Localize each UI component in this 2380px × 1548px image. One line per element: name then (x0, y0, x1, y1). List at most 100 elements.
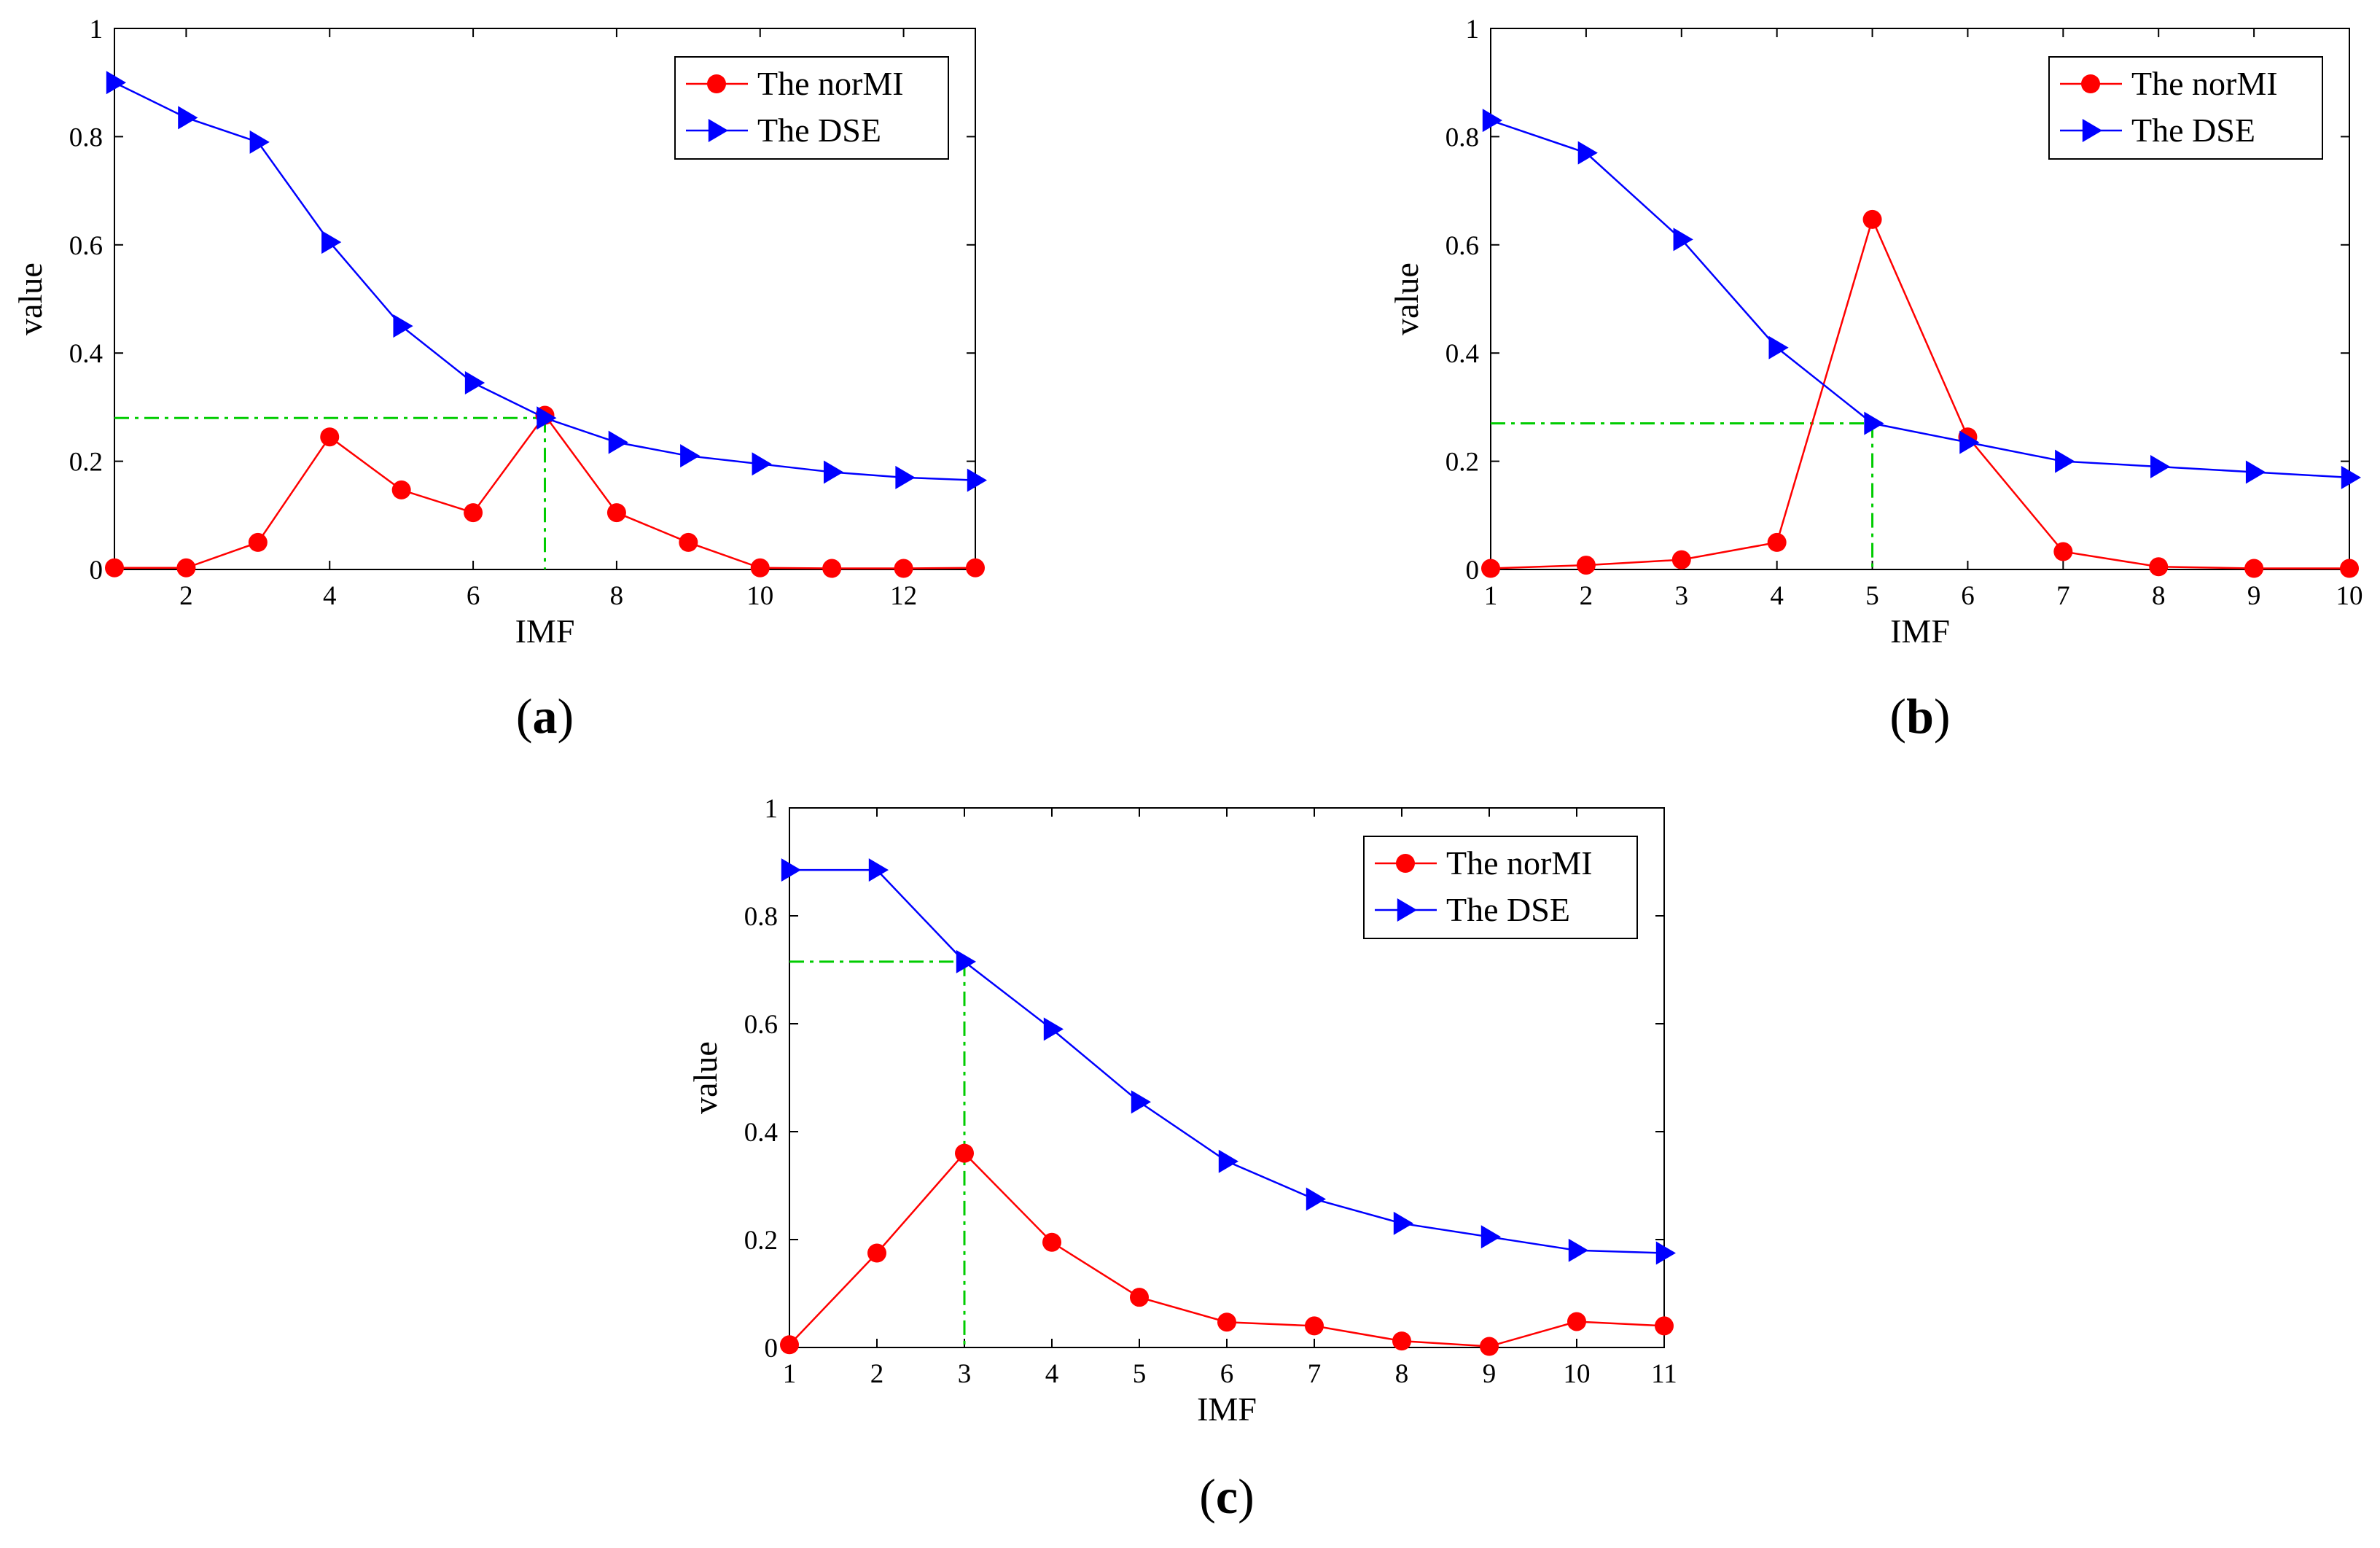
x-tick-label: 6 (1961, 581, 1975, 611)
x-tick-label: 2 (179, 581, 193, 611)
data-point (391, 480, 411, 499)
legend-entry: The norMI (2060, 65, 2278, 102)
x-tick-label: 3 (958, 1359, 972, 1389)
data-point (2150, 455, 2171, 479)
legend-box (1363, 836, 1638, 939)
legend-entry: The norMI (686, 65, 904, 102)
legend-entry: The DSE (2060, 112, 2255, 149)
panel-label-open-paren: ( (1199, 1469, 1216, 1524)
y-tick-label: 0 (765, 1334, 779, 1364)
data-point (823, 460, 844, 484)
y-tick-label: 0.2 (744, 1226, 778, 1256)
y-tick-label: 0.8 (1445, 122, 1479, 152)
y-tick-label: 0.4 (744, 1118, 778, 1148)
legend-marker (1396, 854, 1415, 873)
x-tick-label: 1 (1484, 581, 1498, 611)
x-tick-label: 5 (1865, 581, 1879, 611)
data-point (679, 532, 698, 552)
data-point (895, 465, 916, 489)
data-point (955, 1143, 974, 1163)
y-axis-title: value (687, 1041, 724, 1114)
y-axis-title: value (12, 262, 49, 335)
x-tick-label: 7 (1308, 1359, 1322, 1389)
data-point (105, 558, 124, 577)
legend: The norMI The DSE (674, 56, 949, 160)
data-point (2055, 449, 2075, 473)
data-point (248, 532, 268, 552)
data-point (1218, 1149, 1238, 1173)
legend-label: The DSE (757, 112, 881, 149)
data-point (537, 406, 557, 430)
data-point (894, 559, 913, 578)
y-tick-label: 0.6 (1445, 231, 1479, 261)
data-point (1576, 556, 1596, 575)
data-point (1862, 209, 1882, 229)
x-tick-label: 8 (2152, 581, 2166, 611)
data-point (321, 230, 342, 254)
panel-label: (b) (1889, 688, 1950, 744)
x-tick-label: 9 (1483, 1359, 1497, 1389)
plot-area-frame (1490, 28, 2350, 570)
data-point (750, 558, 770, 577)
data-point (966, 558, 985, 577)
data-point (1767, 532, 1787, 552)
x-tick-label: 5 (1133, 1359, 1147, 1389)
legend-box (674, 56, 949, 160)
data-point (1482, 109, 1502, 133)
panel-label-letter: a (533, 688, 558, 744)
x-tick-label: 3 (1675, 581, 1689, 611)
panel-label-open-paren: ( (516, 688, 533, 744)
panel-label-letter: b (1906, 688, 1934, 744)
data-point (1768, 335, 1789, 359)
guide-lines (114, 416, 546, 569)
data-point (1577, 141, 1598, 165)
data-point (2340, 559, 2359, 578)
data-point (780, 1335, 799, 1355)
y-tick-label: 0.2 (1445, 448, 1479, 478)
legend-label: The norMI (1446, 844, 1593, 882)
x-tick-label: 7 (2056, 581, 2070, 611)
data-point (2053, 542, 2073, 561)
legend-label: The norMI (2131, 65, 2278, 102)
data-point (822, 559, 842, 578)
y-tick-label: 0.8 (69, 122, 103, 152)
legend-marker (708, 119, 728, 142)
x-tick-label: 9 (2247, 581, 2261, 611)
legend-label: The DSE (1446, 891, 1570, 928)
data-point (1217, 1312, 1236, 1332)
series-dse (106, 71, 987, 492)
panel-label: (a) (516, 688, 574, 744)
x-axis-title: IMF (1197, 1391, 1257, 1428)
x-tick-label: 1 (783, 1359, 797, 1389)
data-point (1393, 1211, 1413, 1235)
panel-label: (c) (1199, 1469, 1255, 1524)
legend-entry: The DSE (1375, 891, 1570, 928)
data-point (178, 106, 198, 130)
panel-label-close-paren: ) (558, 688, 574, 744)
data-point (1959, 430, 1980, 454)
legend: The norMI The DSE (1363, 836, 1638, 939)
legend-marker (1397, 898, 1417, 922)
data-point (2149, 557, 2169, 577)
data-point (106, 71, 126, 95)
data-point (1481, 559, 1500, 578)
x-tick-label: 8 (610, 581, 624, 611)
legend-marker (2082, 119, 2102, 142)
data-point (393, 314, 413, 338)
x-tick-label: 6 (467, 581, 480, 611)
data-point (752, 452, 772, 476)
panel-label-close-paren: ) (1934, 688, 1951, 744)
data-point (608, 430, 628, 454)
panel-label-open-paren: ( (1889, 688, 1906, 744)
data-point (956, 949, 976, 973)
data-point (1131, 1090, 1151, 1114)
data-point (1673, 227, 1693, 252)
data-point (320, 427, 340, 447)
y-tick-label: 0 (1466, 556, 1480, 586)
legend-marker (707, 74, 726, 93)
data-point (464, 371, 485, 395)
series-line (1490, 119, 2350, 479)
x-tick-label: 4 (1045, 1359, 1059, 1389)
